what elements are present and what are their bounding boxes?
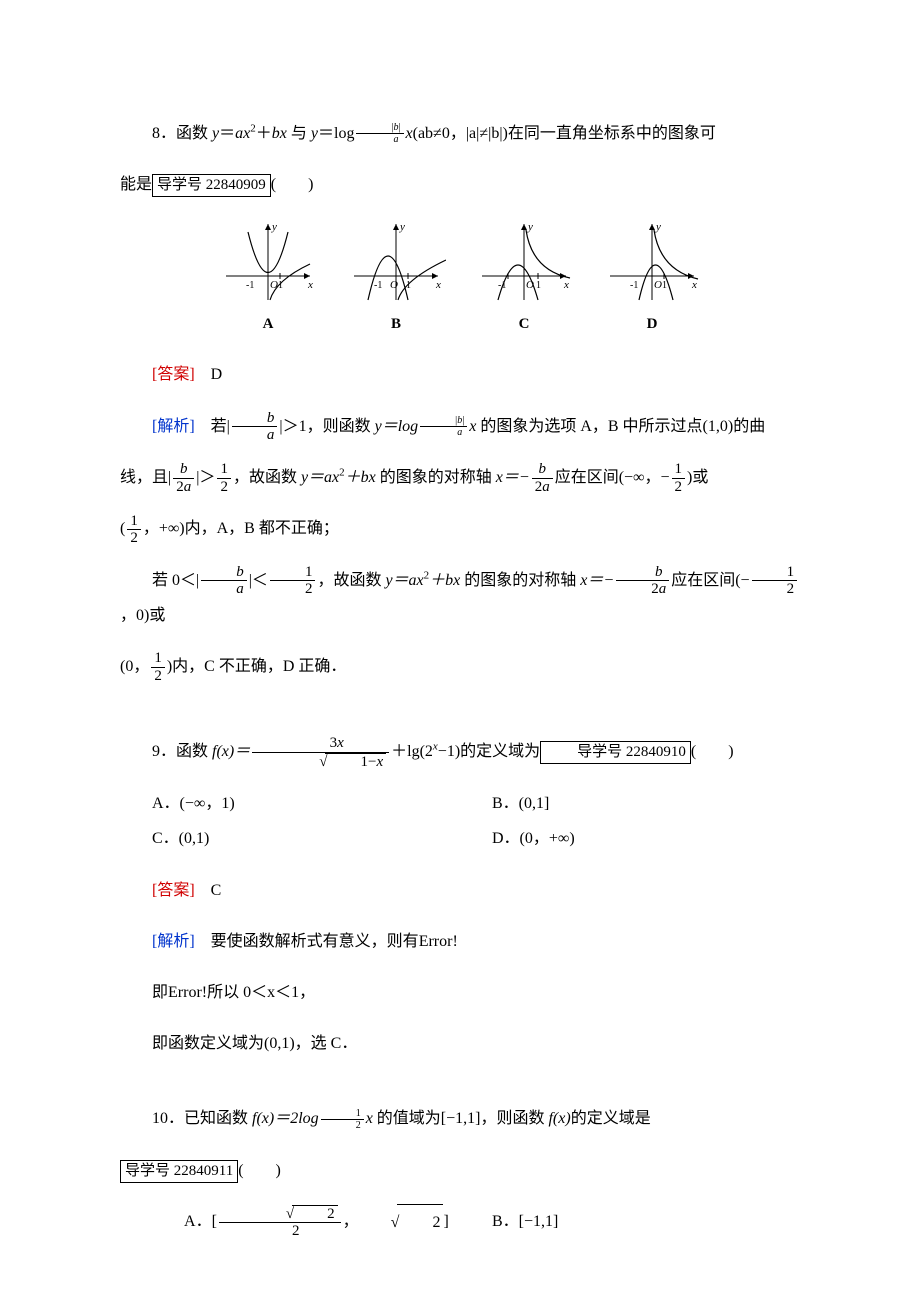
graph-label-a: A <box>218 308 318 341</box>
q9-options: A．(−∞，1) B．(0,1] C．(0,1) D．(0，+∞) <box>120 786 800 856</box>
option-a: A．(−∞，1) <box>120 786 460 821</box>
log-symbol: log <box>334 125 354 142</box>
error-text: Error! <box>419 933 458 950</box>
answer-value: D <box>211 366 223 383</box>
answer-label: [答案] <box>152 366 211 383</box>
svg-text:O: O <box>390 279 398 291</box>
svg-text:-1: -1 <box>630 280 638 291</box>
term-bx: bx <box>272 125 287 142</box>
q9-analysis-1: [解析] 要使函数解析式有意义，则有Error! <box>120 924 800 959</box>
svg-text:-1: -1 <box>374 280 382 291</box>
q9-analysis-3: 即函数定义域为(0,1)，选 C． <box>120 1026 800 1061</box>
svg-text:1: 1 <box>662 280 667 291</box>
q8-condition: (ab≠0，|a|≠|b|) <box>413 125 508 142</box>
graph-option-c: y x O -1 1 C <box>474 218 574 341</box>
graph-option-d: y x O -1 1 D <box>602 218 702 341</box>
option-a: A．[22，2] <box>120 1204 460 1240</box>
q8-analysis-5: (0，12)内，C 不正确，D 正确． <box>120 649 800 684</box>
study-ref-box: 导学号 22840911 <box>120 1160 238 1183</box>
q10-stem-line2: 导学号 22840911( ) <box>120 1153 800 1188</box>
graph-a-svg: y x O -1 1 <box>218 218 318 306</box>
svg-text:O: O <box>270 279 278 291</box>
svg-text:y: y <box>271 221 277 233</box>
svg-text:O: O <box>654 279 662 291</box>
sym-axis: x＝− <box>496 469 530 486</box>
q10-options: A．[22，2] B．[−1,1] <box>120 1204 800 1240</box>
var-y: y <box>212 125 219 142</box>
q8-number: 8． <box>152 125 176 142</box>
option-c: C．(0,1) <box>120 821 460 856</box>
svg-text:y: y <box>399 221 405 233</box>
graph-label-b: B <box>346 308 446 341</box>
log-expr: y＝log <box>375 418 419 435</box>
blank-paren: ( ) <box>271 176 314 193</box>
graph-c-svg: y x O -1 1 <box>474 218 574 306</box>
q10-number: 10． <box>152 1110 184 1127</box>
q9-answer: [答案] C <box>120 873 800 908</box>
graph-option-b: y x O -1 1 B <box>346 218 446 341</box>
study-ref-box: 导学号 22840909 <box>152 174 271 197</box>
q9-analysis-2: 即Error!所以 0＜x＜1， <box>120 975 800 1010</box>
blank-paren: ( ) <box>691 743 734 760</box>
q9-number: 9． <box>152 743 176 760</box>
svg-text:x: x <box>435 279 441 291</box>
graph-label-d: D <box>602 308 702 341</box>
graph-d-svg: y x O -1 1 <box>602 218 702 306</box>
graph-label-c: C <box>474 308 574 341</box>
svg-text:1: 1 <box>536 280 541 291</box>
var-y: y <box>311 125 318 142</box>
q8-analysis-1: [解析] 若|ba|＞1，则函数 y＝log|b|ax 的图象为选项 A，B 中… <box>120 409 800 444</box>
analysis-label: [解析] <box>152 418 211 435</box>
q9-stem: 9．函数 f(x)＝3x1−x＋lg(2x−1)的定义域为导学号 2284091… <box>120 734 800 770</box>
svg-text:y: y <box>527 221 533 233</box>
q8-graphs: y x O -1 1 A y x O -1 1 <box>120 218 800 341</box>
graph-option-a: y x O -1 1 A <box>218 218 318 341</box>
svg-text:x: x <box>563 279 569 291</box>
study-ref-box: 导学号 22840910 <box>540 741 691 764</box>
q8-analysis-4: 若 0＜|ba|＜12，故函数 y＝ax2＋bx 的图象的对称轴 x＝−b2a应… <box>120 563 800 634</box>
answer-value: C <box>211 882 222 899</box>
graph-b-svg: y x O -1 1 <box>346 218 446 306</box>
q8-analysis-2: 线，且|b2a|＞12，故函数 y＝ax2＋bx 的图象的对称轴 x＝−b2a应… <box>120 460 800 495</box>
svg-text:y: y <box>655 221 661 233</box>
fx-expr: f(x)＝2log <box>252 1110 319 1127</box>
analysis-label: [解析] <box>152 933 211 950</box>
q8-analysis-3: (12，+∞)内，A，B 都不正确； <box>120 511 800 546</box>
question-9: 9．函数 f(x)＝3x1−x＋lg(2x−1)的定义域为导学号 2284091… <box>120 734 800 1061</box>
svg-text:x: x <box>691 279 697 291</box>
term-ax2: ax <box>235 125 250 142</box>
question-8: 8．函数 y＝ax2＋bx 与 y＝log|b|ax(ab≠0，|a|≠|b|)… <box>120 116 800 684</box>
question-10: 10．已知函数 f(x)＝2log12x 的值域为[−1,1]，则函数 f(x)… <box>120 1101 800 1240</box>
option-b: B．(0,1] <box>460 786 800 821</box>
svg-text:x: x <box>307 279 313 291</box>
svg-text:-1: -1 <box>246 280 254 291</box>
option-d: D．(0，+∞) <box>460 821 800 856</box>
blank-paren: ( ) <box>238 1162 281 1179</box>
q10-stem-line1: 10．已知函数 f(x)＝2log12x 的值域为[−1,1]，则函数 f(x)… <box>120 1101 800 1136</box>
error-text: Error! <box>168 984 207 1001</box>
q8-stem-line1: 8．函数 y＝ax2＋bx 与 y＝log|b|ax(ab≠0，|a|≠|b|)… <box>120 116 800 151</box>
q8-stem-line2: 能是导学号 22840909( ) <box>120 167 800 202</box>
option-b: B．[−1,1] <box>460 1204 800 1240</box>
answer-label: [答案] <box>152 882 211 899</box>
fx-expr: f(x)＝ <box>212 743 250 760</box>
q8-answer: [答案] D <box>120 357 800 392</box>
